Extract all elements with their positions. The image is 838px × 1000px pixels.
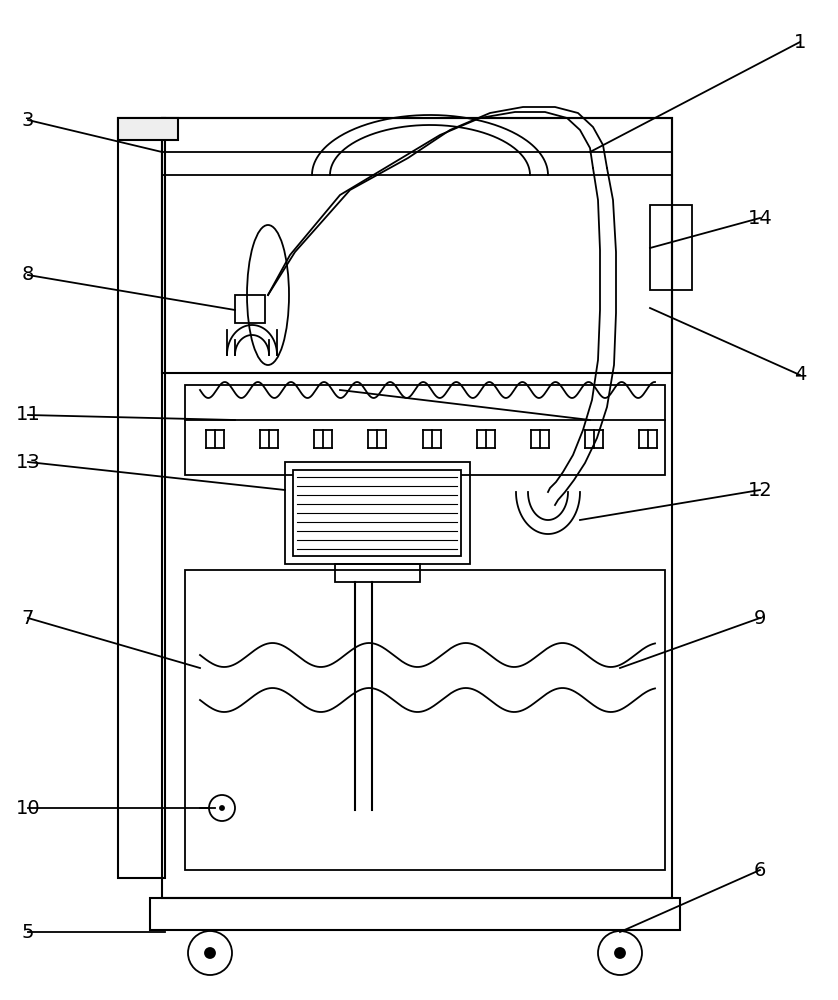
Text: 13: 13 [16, 452, 40, 472]
Bar [118, 118, 178, 140]
Text: 6: 6 [754, 860, 766, 880]
Bar [185, 385, 665, 475]
Bar [285, 462, 470, 564]
Bar [150, 898, 680, 930]
Circle shape [205, 948, 215, 958]
Bar [162, 118, 672, 898]
Text: 9: 9 [754, 608, 766, 628]
Bar [335, 564, 420, 582]
Bar [293, 470, 461, 556]
Text: 10: 10 [16, 798, 40, 818]
Bar [235, 295, 265, 323]
Circle shape [220, 806, 224, 810]
Text: 14: 14 [747, 209, 773, 228]
Bar [118, 118, 165, 878]
Text: 7: 7 [22, 608, 34, 628]
Bar [162, 118, 672, 373]
Text: 3: 3 [22, 110, 34, 129]
Bar [185, 570, 665, 870]
Text: 11: 11 [16, 406, 40, 424]
Text: 1: 1 [794, 32, 806, 51]
Circle shape [615, 948, 625, 958]
Bar [650, 205, 692, 290]
Text: 4: 4 [794, 365, 806, 384]
Text: 5: 5 [22, 922, 34, 942]
Text: 12: 12 [747, 481, 773, 499]
Text: 8: 8 [22, 265, 34, 284]
